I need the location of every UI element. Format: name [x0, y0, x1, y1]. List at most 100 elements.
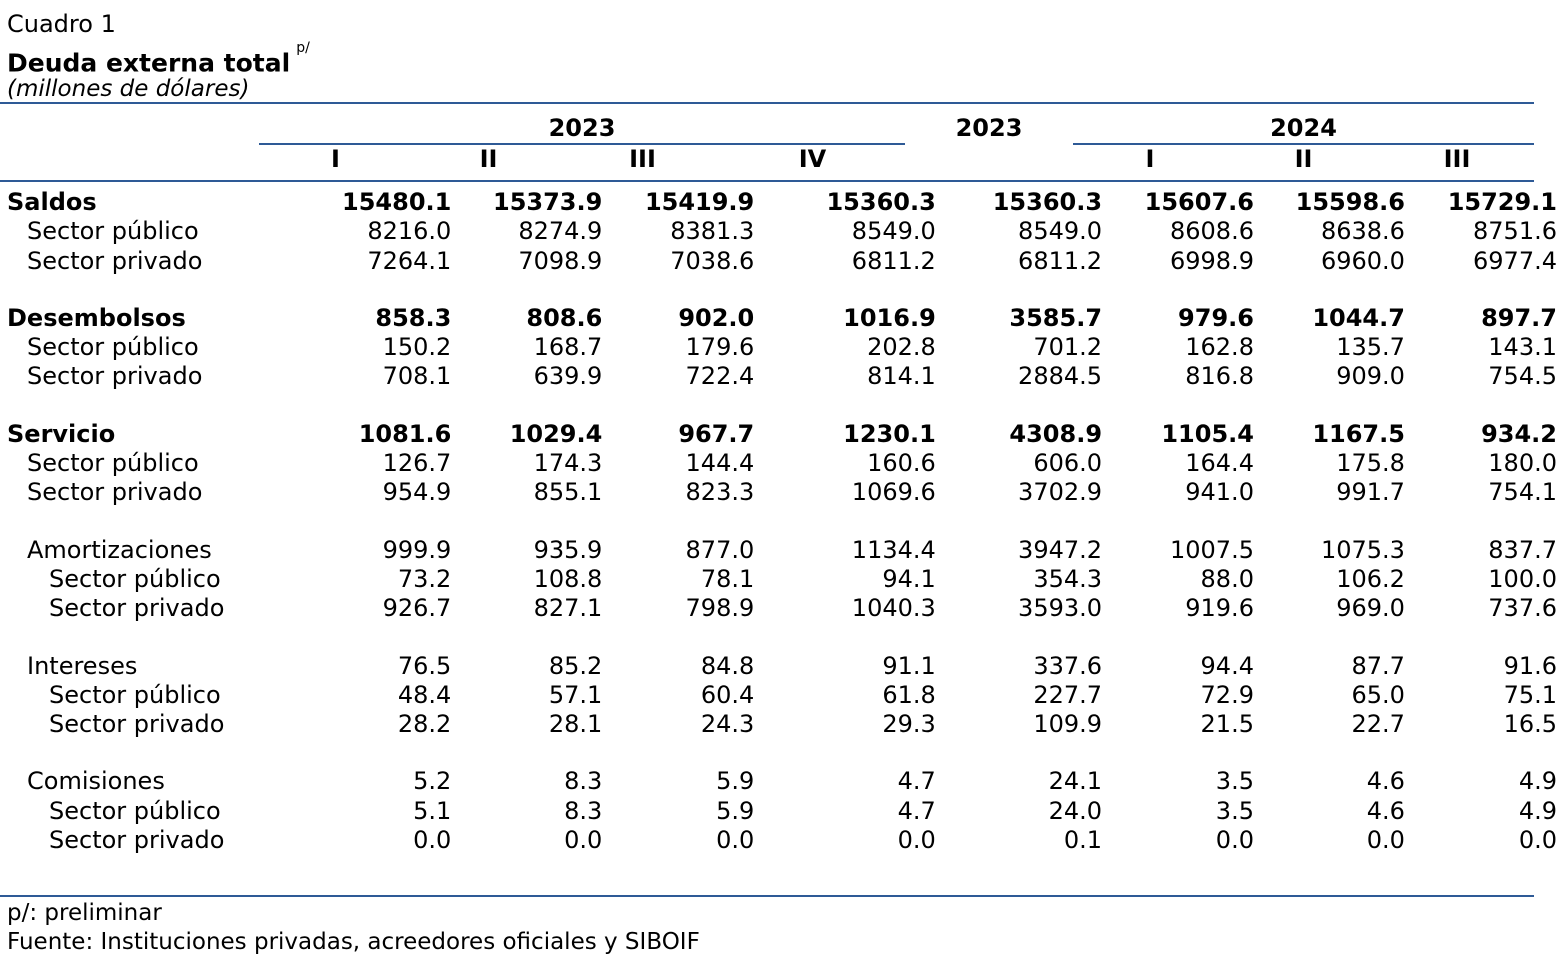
value-cell: 160.6 [867, 449, 936, 478]
value-cell: 0.0 [897, 826, 936, 855]
value-cell: 6977.4 [1473, 246, 1557, 275]
value-cell: 5.2 [413, 767, 452, 796]
value-cell: 5.1 [413, 796, 452, 825]
value-cell: 108.8 [533, 564, 603, 593]
quarter-2023-ii: II [479, 145, 498, 173]
spacer-cell [0, 739, 1557, 767]
value-cell: 823.3 [685, 478, 755, 507]
value-cell: 3.5 [1215, 767, 1254, 796]
table-row: Servicio 1081.6 1029.4 967.7 1230.1 4308.9 110… [0, 420, 1557, 449]
value-cell: 0.0 [1366, 826, 1405, 855]
row-label: Comisiones [27, 767, 165, 796]
value-cell: 7098.9 [518, 246, 603, 275]
value-cell: 28.1 [548, 710, 603, 739]
quarter-2024-i: I [1145, 145, 1155, 173]
value-cell: 76.5 [397, 651, 452, 680]
value-cell: 24.3 [700, 710, 755, 739]
value-cell: 855.1 [533, 478, 603, 507]
value-cell: 941.0 [1185, 478, 1254, 507]
table-row: Sector público 150.2 168.7 179.6 202.8 701.2 1… [0, 333, 1557, 362]
value-cell: 8216.0 [367, 217, 452, 246]
value-cell: 827.1 [533, 594, 603, 623]
spacer-cell [0, 624, 1557, 652]
year-2023-group-label: 2023 [548, 114, 616, 142]
row-label: Sector privado [49, 594, 225, 623]
value-cell: 16.5 [1503, 710, 1557, 739]
value-cell: 61.8 [882, 680, 936, 709]
table-row: Sector privado 7264.1 7098.9 7038.6 6811.2 68… [0, 247, 1557, 276]
quarter-2023-i: I [331, 145, 340, 173]
value-cell: 837.7 [1488, 535, 1557, 564]
value-cell: 808.6 [526, 303, 603, 332]
table-row: Sector privado 926.7 827.1 798.9 1040.3 3593.… [0, 594, 1557, 623]
value-cell: 1105.4 [1161, 419, 1254, 448]
table-row: Desembolsos 858.3 808.6 902.0 1016.9 3585.7 97… [0, 304, 1557, 333]
value-cell: 4308.9 [1009, 419, 1103, 448]
spacer-row [0, 624, 1557, 652]
table-row: Sector privado 28.2 28.1 24.3 29.3 109.9 21.5 2… [0, 710, 1557, 739]
value-cell: 6811.2 [1018, 246, 1103, 275]
table-row: Sector público 126.7 174.3 144.4 160.6 606.0 1… [0, 449, 1557, 478]
value-cell: 3585.7 [1009, 303, 1103, 332]
spacer-row [0, 739, 1557, 767]
table-row: Sector privado 954.9 855.1 823.3 1069.6 3702.… [0, 478, 1557, 507]
value-cell: 0.0 [1215, 826, 1254, 855]
value-cell: 8.3 [564, 767, 603, 796]
spacer-row [0, 276, 1557, 304]
quarter-2024-iii: III [1443, 145, 1471, 173]
value-cell: 0.1 [1063, 826, 1103, 855]
value-cell: 4.6 [1366, 796, 1405, 825]
value-cell: 0.0 [716, 826, 755, 855]
value-cell: 991.7 [1336, 478, 1405, 507]
value-cell: 100.0 [1488, 564, 1557, 593]
top-rule [0, 102, 1534, 104]
value-cell: 28.2 [397, 710, 452, 739]
value-cell: 1075.3 [1320, 535, 1405, 564]
value-cell: 354.3 [1033, 564, 1103, 593]
header-bottom-rule [0, 180, 1534, 182]
table-row: Sector privado 708.1 639.9 722.4 814.1 2884.5… [0, 362, 1557, 391]
value-cell: 8549.0 [851, 217, 936, 246]
value-cell: 4.9 [1518, 767, 1557, 796]
value-cell: 4.7 [897, 796, 936, 825]
row-label: Sector privado [27, 362, 203, 391]
value-cell: 737.6 [1488, 594, 1557, 623]
table-row: Saldos 15480.1 15373.9 15419.9 15360.3 15360.… [0, 188, 1557, 217]
spacer-cell [0, 392, 1557, 420]
value-cell: 999.9 [382, 535, 452, 564]
table-title-text: Deuda externa total [7, 48, 291, 78]
footnote-preliminar: p/: preliminar [7, 900, 162, 926]
value-cell: 168.7 [533, 333, 603, 362]
row-label: Sector privado [49, 826, 225, 855]
row-label: Sector público [27, 449, 199, 478]
value-cell: 798.9 [685, 594, 755, 623]
value-cell: 24.1 [1048, 767, 1103, 796]
value-cell: 15729.1 [1447, 188, 1557, 216]
spacer-row [0, 392, 1557, 420]
row-label: Sector privado [27, 246, 203, 275]
row-label: Amortizaciones [27, 535, 212, 564]
value-cell: 8274.9 [518, 217, 603, 246]
value-cell: 7038.6 [670, 246, 755, 275]
value-cell: 174.3 [533, 449, 603, 478]
value-cell: 754.5 [1488, 362, 1557, 391]
value-cell: 143.1 [1488, 333, 1557, 362]
value-cell: 1167.5 [1312, 419, 1405, 448]
value-cell: 48.4 [397, 680, 452, 709]
value-cell: 4.7 [897, 767, 936, 796]
value-cell: 1069.6 [851, 478, 936, 507]
value-cell: 87.7 [1351, 651, 1405, 680]
value-cell: 227.7 [1033, 680, 1103, 709]
value-cell: 135.7 [1336, 333, 1405, 362]
year-2023-underline [259, 143, 905, 145]
value-cell: 6960.0 [1320, 246, 1405, 275]
value-cell: 91.1 [882, 651, 936, 680]
value-cell: 754.1 [1488, 478, 1557, 507]
value-cell: 858.3 [375, 303, 452, 332]
value-cell: 94.4 [1200, 651, 1254, 680]
value-cell: 7264.1 [367, 246, 452, 275]
value-cell: 60.4 [700, 680, 755, 709]
debt-table: Saldos 15480.1 15373.9 15419.9 15360.3 15360.… [0, 188, 1557, 855]
value-cell: 1016.9 [843, 303, 936, 332]
value-cell: 897.7 [1481, 303, 1557, 332]
